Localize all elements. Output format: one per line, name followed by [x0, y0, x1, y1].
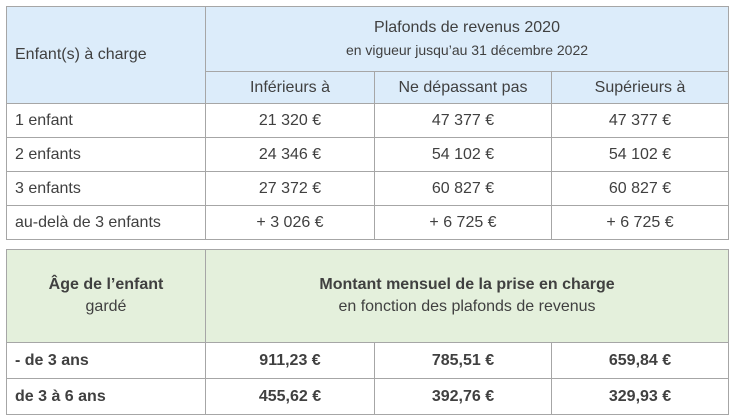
- child-age-header: Âge de l’enfant gardé: [6, 249, 206, 343]
- monthly-coverage-table: Âge de l’enfant gardé Montant mensuel de…: [6, 249, 730, 415]
- table-row: au-delà de 3 enfants + 3 026 € + 6 725 €…: [6, 205, 730, 240]
- monthly-amount-subtitle: en fonction des plafonds de revenus: [338, 298, 596, 315]
- table-row: de 3 à 6 ans 455,62 € 392,76 € 329,93 €: [6, 378, 730, 415]
- row-label: au-delà de 3 enfants: [6, 205, 206, 240]
- table-cell: 60 827 €: [550, 171, 730, 206]
- monthly-amount-title: Montant mensuel de la prise en charge: [319, 276, 615, 293]
- table-cell: 21 320 €: [205, 103, 375, 138]
- table-row: 3 enfants 27 372 € 60 827 € 60 827 €: [6, 171, 730, 206]
- row-label: - de 3 ans: [6, 342, 206, 379]
- child-age-header-line1: Âge de l’enfant: [48, 276, 164, 293]
- table-cell: 785,51 €: [374, 342, 552, 379]
- row-label: de 3 à 6 ans: [6, 378, 206, 415]
- column-header: Supérieurs à: [550, 71, 730, 104]
- table-cell: 392,76 €: [374, 378, 552, 415]
- table-cell: 54 102 €: [550, 137, 730, 172]
- income-ceiling-table: Enfant(s) à charge Plafonds de revenus 2…: [6, 6, 730, 240]
- table-cell: 329,93 €: [550, 378, 730, 415]
- table-cell: 911,23 €: [205, 342, 375, 379]
- monthly-amount-title-cell: Montant mensuel de la prise en charge en…: [204, 249, 730, 343]
- table-cell: 659,84 €: [550, 342, 730, 379]
- table-cell: 455,62 €: [205, 378, 375, 415]
- table-row: - de 3 ans 911,23 € 785,51 € 659,84 €: [6, 342, 730, 379]
- table-row: 1 enfant 21 320 € 47 377 € 47 377 €: [6, 103, 730, 138]
- row-label: 2 enfants: [6, 137, 206, 172]
- column-header: Ne dépassant pas: [374, 71, 552, 104]
- table-cell: 27 372 €: [205, 171, 375, 206]
- table-cell: 60 827 €: [374, 171, 552, 206]
- table-cell: 54 102 €: [374, 137, 552, 172]
- row-label: 3 enfants: [6, 171, 206, 206]
- income-ceiling-title: Plafonds de revenus 2020: [374, 19, 560, 36]
- column-header: Inférieurs à: [205, 71, 375, 104]
- table-cell: + 3 026 €: [205, 205, 375, 240]
- table-cell: + 6 725 €: [374, 205, 552, 240]
- table-cell: 47 377 €: [550, 103, 730, 138]
- row-label: 1 enfant: [6, 103, 206, 138]
- dependent-children-header: Enfant(s) à charge: [6, 6, 206, 104]
- table-row: 2 enfants 24 346 € 54 102 € 54 102 €: [6, 137, 730, 172]
- table-cell: 47 377 €: [374, 103, 552, 138]
- table-cell: + 6 725 €: [550, 205, 730, 240]
- income-ceiling-subtitle: en vigueur jusqu’au 31 décembre 2022: [345, 42, 589, 58]
- child-age-header-line2: gardé: [85, 298, 127, 315]
- table-cell: 24 346 €: [205, 137, 375, 172]
- income-ceiling-title-cell: Plafonds de revenus 2020 en vigueur jusq…: [204, 6, 730, 72]
